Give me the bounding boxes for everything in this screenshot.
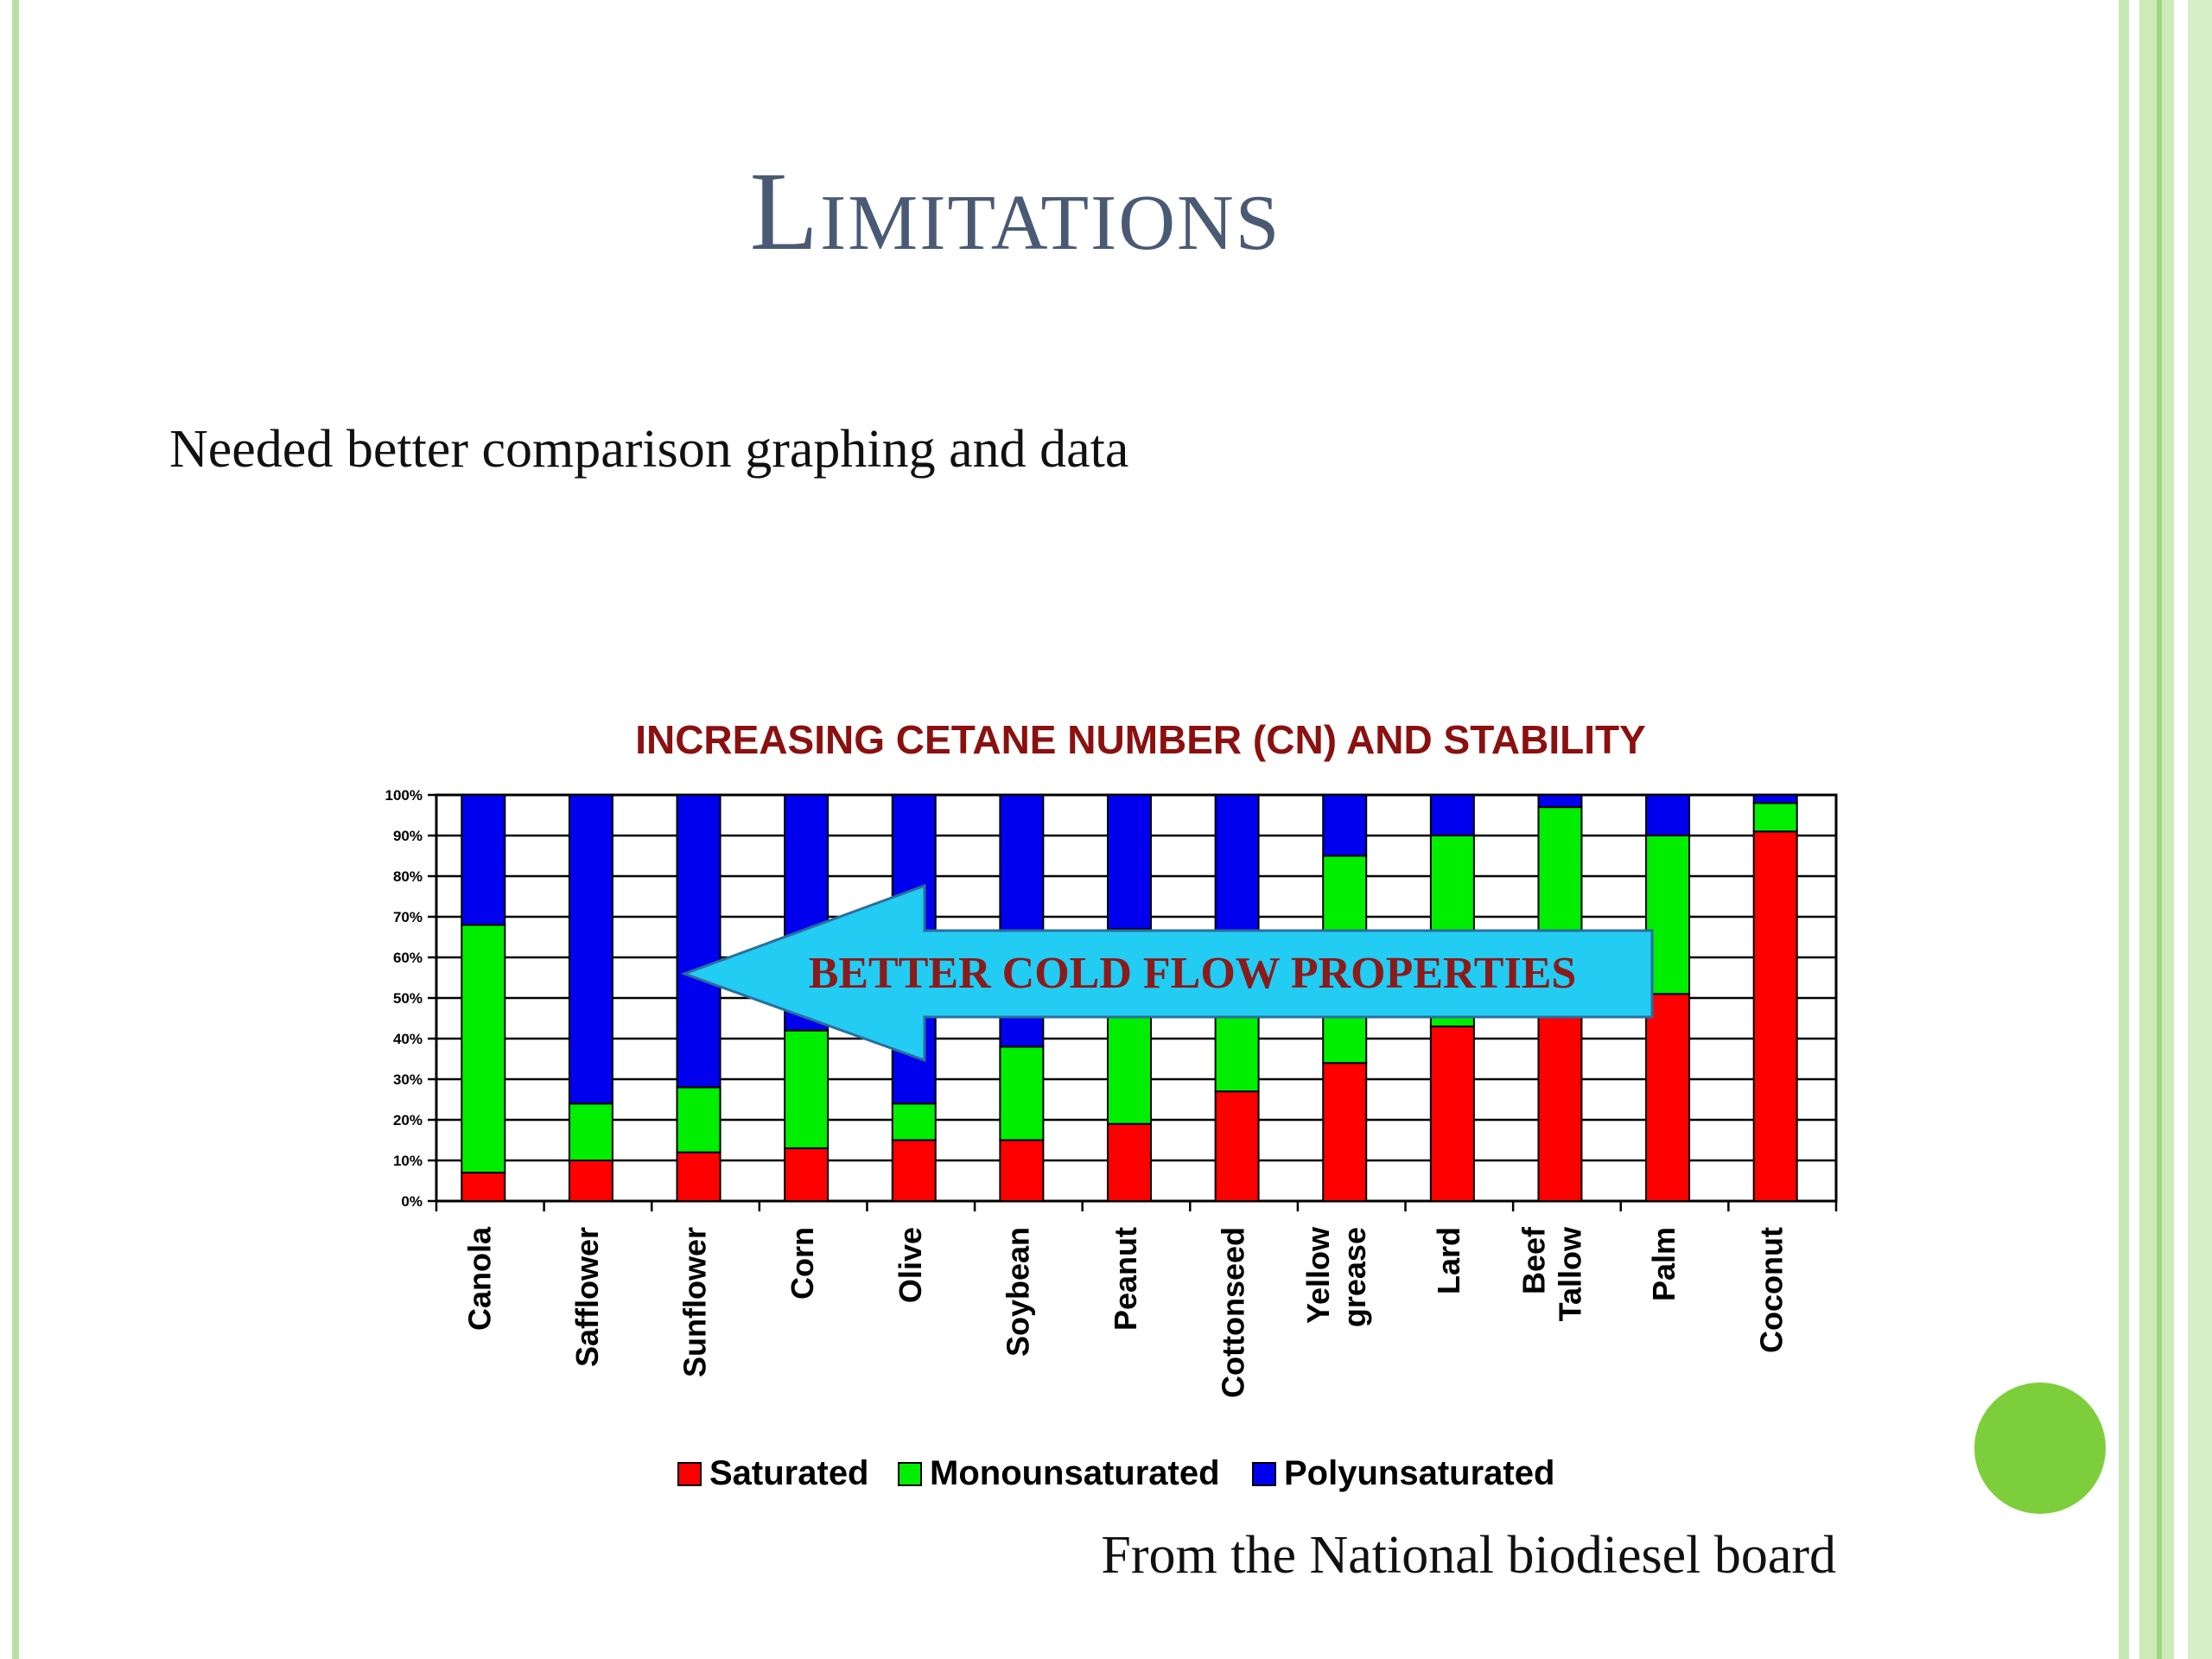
bar-segment: [784, 1029, 830, 1149]
x-category-label: Tallow: [1552, 1226, 1587, 1321]
y-tick-label: 0%: [401, 1193, 423, 1210]
bar-segment: [891, 1103, 937, 1141]
bar-segment: [1537, 794, 1583, 809]
x-category-label: Canola: [461, 1226, 497, 1331]
x-category-label: Corn: [785, 1227, 820, 1300]
bar-segment: [1752, 794, 1798, 804]
y-tick-label: 80%: [393, 868, 423, 885]
bar-segment: [1537, 1005, 1583, 1203]
x-category-label: Beef: [1516, 1226, 1551, 1294]
x-category-label: grease: [1337, 1227, 1372, 1327]
bar-segment: [676, 794, 721, 1089]
legend-swatch: [1252, 1462, 1276, 1486]
bar-segment: [1645, 794, 1691, 836]
y-tick-label: 50%: [393, 990, 423, 1007]
bar-segment: [568, 1160, 613, 1202]
annotation-arrow: BETTER COLD FLOW PROPERTIES: [680, 883, 1654, 1063]
bar-segment: [999, 1139, 1045, 1202]
bar-segment: [1429, 794, 1475, 836]
bar-segment: [1214, 1090, 1260, 1202]
y-tick-label: 100%: [385, 787, 423, 804]
y-tick-label: 70%: [393, 909, 423, 925]
bar-segment: [461, 924, 506, 1174]
x-category-label: Soybean: [1000, 1227, 1035, 1357]
left-border: [12, 0, 19, 1659]
legend-label: Polyunsaturated: [1284, 1454, 1554, 1492]
labels-layer: Canola Safflower Sunflower Corn Olive Soybean…: [461, 1226, 1789, 1398]
body-text: Needed better comparison graphing and da…: [169, 420, 1129, 479]
x-category-label: Cottonseed: [1216, 1227, 1251, 1398]
y-tick-label: 40%: [393, 1031, 423, 1047]
bar-segment: [999, 1046, 1045, 1141]
axis-layer: 0% 10% 20% 30% 40% 50% 60% 70% 80% 90% 100%: [385, 787, 1838, 1211]
x-category-label: Coconut: [1754, 1227, 1789, 1353]
chart-title: INCREASING CETANE NUMBER (CN) AND STABIL…: [635, 717, 1646, 762]
bar-segment: [1322, 794, 1368, 857]
decorative-circle: [1974, 1382, 2106, 1514]
source-text: From the National biodiesel board: [1101, 1526, 1836, 1585]
bar-segment: [676, 1086, 721, 1154]
x-category-label: Olive: [893, 1227, 928, 1303]
bar-segment: [1752, 830, 1798, 1202]
x-category-label: Palm: [1646, 1227, 1681, 1301]
legend-swatch: [677, 1462, 702, 1486]
bar-segment: [1429, 1025, 1475, 1203]
x-category-label: Peanut: [1108, 1227, 1143, 1331]
bar-segment: [461, 1172, 506, 1202]
right-stripe: [2188, 0, 2212, 1659]
x-category-label: Safflower: [569, 1227, 605, 1367]
x-category-label: Yellow: [1300, 1226, 1336, 1324]
legend-swatch: [898, 1462, 922, 1486]
right-stripe: [2119, 0, 2129, 1659]
y-tick-label: 10%: [393, 1153, 423, 1169]
bar-segment: [1322, 1062, 1368, 1202]
bar-segment: [1107, 794, 1152, 931]
left-arrow-shape: [680, 883, 1654, 1063]
x-category-label: Lard: [1431, 1227, 1466, 1294]
slide-title: Limitations: [749, 149, 1281, 274]
bar-segment: [1752, 802, 1798, 833]
bar-segment: [1645, 993, 1691, 1203]
bar-segment: [568, 794, 613, 1105]
bar-segment: [461, 794, 506, 926]
legend-label: Saturated: [709, 1454, 869, 1492]
bar-segment: [784, 1147, 830, 1203]
legend-label: Monounsaturated: [930, 1454, 1220, 1492]
right-stripe: [2157, 0, 2162, 1659]
bar-segment: [676, 1151, 721, 1202]
y-tick-label: 90%: [393, 828, 423, 844]
arrow-annotation-text: BETTER COLD FLOW PROPERTIES: [809, 949, 1577, 998]
x-category-label: Sunflower: [677, 1227, 713, 1377]
bar-segment: [1107, 1122, 1152, 1202]
chart-legend: Saturated Monounsaturated Polyunsaturated: [677, 1454, 1554, 1492]
bar-segment: [891, 1139, 937, 1202]
bar-segment: [568, 1103, 613, 1161]
y-tick-label: 60%: [393, 950, 423, 966]
y-tick-label: 20%: [393, 1112, 423, 1128]
y-tick-label: 30%: [393, 1071, 423, 1088]
bar-segment: [1214, 1013, 1260, 1093]
